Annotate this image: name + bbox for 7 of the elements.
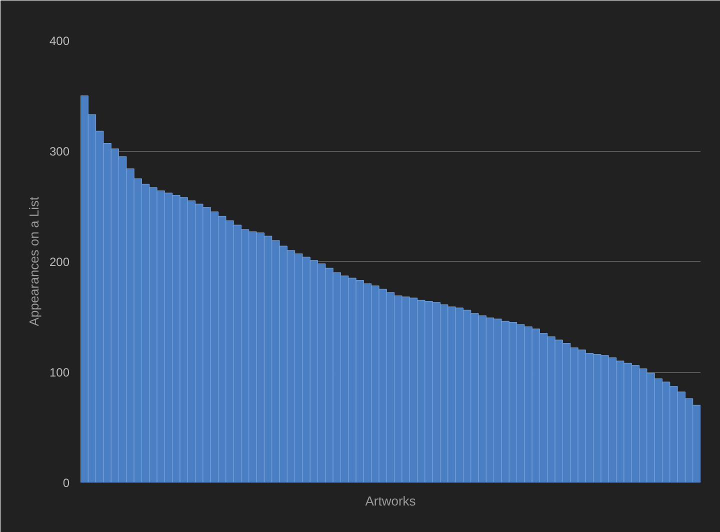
y-axis-title: Appearances on a List [26, 196, 42, 326]
y-tick-label: 100 [49, 366, 70, 380]
y-tick-label: 200 [49, 255, 70, 269]
y-tick-label: 0 [62, 476, 70, 490]
y-tick-label: 400 [49, 34, 70, 48]
x-axis-title: Artworks [365, 494, 416, 508]
y-tick-label: 300 [49, 144, 70, 158]
